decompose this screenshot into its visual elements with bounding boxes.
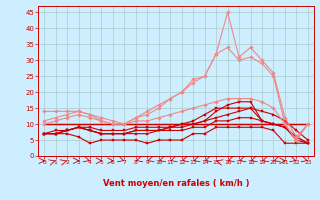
- X-axis label: Vent moyen/en rafales ( km/h ): Vent moyen/en rafales ( km/h ): [103, 179, 249, 188]
